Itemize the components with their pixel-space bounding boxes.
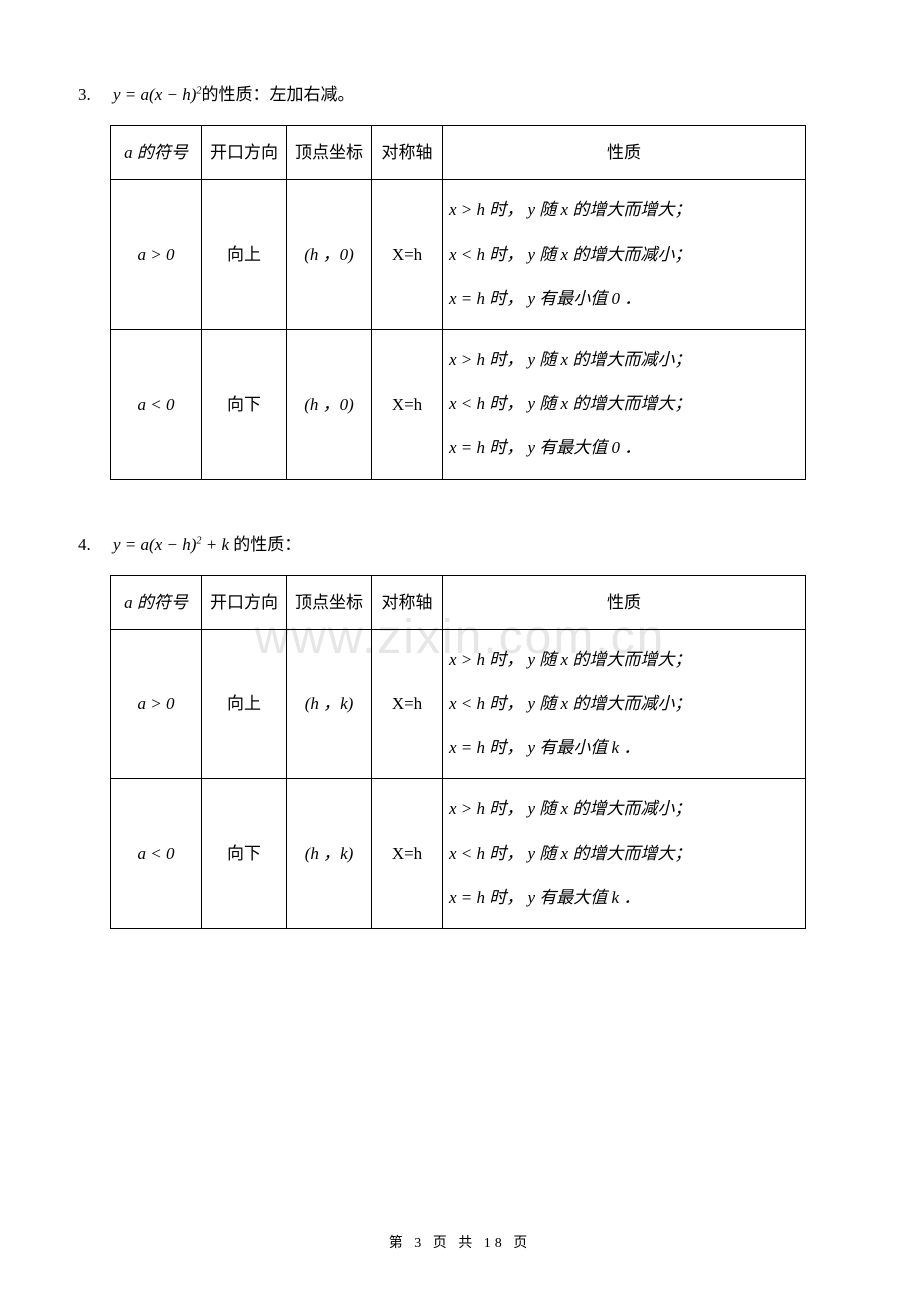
section4-formula-pre: y = a (113, 535, 149, 554)
prop-text: x = h 时， y 有最大值 k ． (449, 888, 640, 907)
prop-text: x > h 时， y 随 x 的增大而增大； (449, 200, 691, 219)
cell-property: x > h 时， y 随 x 的增大而减小； x < h 时， y 随 x 的增… (443, 329, 806, 479)
property-line: x = h 时， y 有最小值 0 ． (449, 277, 799, 321)
cell-axis: X=h (372, 329, 443, 479)
cell-direction: 向下 (202, 329, 287, 479)
cell-direction: 向上 (202, 629, 287, 779)
prop-text: x = h 时， y 有最小值 0 ． (449, 289, 641, 308)
section4-number: 4. (78, 535, 91, 554)
header-axis: 对称轴 (372, 575, 443, 629)
section3-formula-pre: y = a (113, 85, 149, 104)
cell-property: x > h 时， y 随 x 的增大而增大； x < h 时， y 随 x 的增… (443, 629, 806, 779)
header-direction: 开口方向 (202, 575, 287, 629)
cell-vertex: (h ，0) (287, 180, 372, 330)
prop-text: x < h 时， y 随 x 的增大而减小； (449, 694, 691, 713)
cell-a-sign: a < 0 (111, 779, 202, 929)
prop-text: x = h 时， y 有最小值 k ． (449, 738, 640, 757)
cell-vertex: (h ，k) (287, 779, 372, 929)
header-a-sign: a 的符号 (111, 126, 202, 180)
property-line: x > h 时， y 随 x 的增大而增大； (449, 188, 799, 232)
section3-number: 3. (78, 85, 91, 104)
cell-a-sign: a > 0 (111, 629, 202, 779)
section3-table: a 的符号 开口方向 顶点坐标 对称轴 性质 a > 0 向上 (h ，0) X… (110, 125, 806, 480)
property-line: x < h 时， y 随 x 的增大而增大； (449, 382, 799, 426)
prop-text: x > h 时， y 随 x 的增大而减小； (449, 350, 691, 369)
section4-formula-tail: + k (201, 535, 229, 554)
page-content: 3. y = a(x − h)2的性质：左加右减。 a 的符号 开口方向 顶点坐… (0, 0, 920, 929)
cell-vertex: (h ，k) (287, 629, 372, 779)
header-a-text: a 的符号 (124, 593, 188, 612)
table-header-row: a 的符号 开口方向 顶点坐标 对称轴 性质 (111, 126, 806, 180)
page-footer: 第 3 页 共 18 页 (0, 1232, 920, 1252)
section3-formula-paren: (x − h) (149, 85, 196, 104)
cell-property: x > h 时， y 随 x 的增大而增大； x < h 时， y 随 x 的增… (443, 180, 806, 330)
section4-formula-paren: (x − h) (149, 535, 196, 554)
header-property: 性质 (443, 126, 806, 180)
section4-intro: 4. y = a(x − h)2 + k 的性质： (78, 530, 850, 555)
header-a-text: a 的符号 (124, 143, 188, 162)
header-vertex: 顶点坐标 (287, 126, 372, 180)
property-line: x > h 时， y 随 x 的增大而减小； (449, 787, 799, 831)
table-row: a < 0 向下 (h ，0) X=h x > h 时， y 随 x 的增大而减… (111, 329, 806, 479)
cell-axis: X=h (372, 180, 443, 330)
property-line: x < h 时， y 随 x 的增大而减小； (449, 233, 799, 277)
property-line: x = h 时， y 有最大值 k ． (449, 876, 799, 920)
table-row: a > 0 向上 (h ，0) X=h x > h 时， y 随 x 的增大而增… (111, 180, 806, 330)
table-row: a > 0 向上 (h ，k) X=h x > h 时， y 随 x 的增大而增… (111, 629, 806, 779)
section3-intro-tail: 的性质：左加右减。 (201, 85, 354, 104)
table-header-row: a 的符号 开口方向 顶点坐标 对称轴 性质 (111, 575, 806, 629)
property-line: x > h 时， y 随 x 的增大而减小； (449, 338, 799, 382)
table-row: a < 0 向下 (h ，k) X=h x > h 时， y 随 x 的增大而减… (111, 779, 806, 929)
prop-text: x > h 时， y 随 x 的增大而减小； (449, 799, 691, 818)
cell-axis: X=h (372, 779, 443, 929)
section4-table: a 的符号 开口方向 顶点坐标 对称轴 性质 a > 0 向上 (h ，k) X… (110, 575, 806, 930)
cell-property: x > h 时， y 随 x 的增大而减小； x < h 时， y 随 x 的增… (443, 779, 806, 929)
header-direction: 开口方向 (202, 126, 287, 180)
header-a-sign: a 的符号 (111, 575, 202, 629)
header-axis: 对称轴 (372, 126, 443, 180)
cell-axis: X=h (372, 629, 443, 779)
section3-intro: 3. y = a(x − h)2的性质：左加右减。 (78, 80, 850, 105)
prop-text: x > h 时， y 随 x 的增大而增大； (449, 650, 691, 669)
prop-text: x < h 时， y 随 x 的增大而增大； (449, 394, 691, 413)
header-property: 性质 (443, 575, 806, 629)
property-line: x = h 时， y 有最大值 0 ． (449, 426, 799, 470)
prop-text: x < h 时， y 随 x 的增大而减小； (449, 245, 691, 264)
header-vertex: 顶点坐标 (287, 575, 372, 629)
cell-a-sign: a < 0 (111, 329, 202, 479)
cell-direction: 向上 (202, 180, 287, 330)
cell-a-sign: a > 0 (111, 180, 202, 330)
section4-intro-tail: 的性质： (229, 535, 301, 554)
cell-vertex: (h ，0) (287, 329, 372, 479)
cell-direction: 向下 (202, 779, 287, 929)
property-line: x < h 时， y 随 x 的增大而增大； (449, 832, 799, 876)
prop-text: x < h 时， y 随 x 的增大而增大； (449, 844, 691, 863)
property-line: x < h 时， y 随 x 的增大而减小； (449, 682, 799, 726)
property-line: x > h 时， y 随 x 的增大而增大； (449, 638, 799, 682)
prop-text: x = h 时， y 有最大值 0 ． (449, 438, 641, 457)
property-line: x = h 时， y 有最小值 k ． (449, 726, 799, 770)
